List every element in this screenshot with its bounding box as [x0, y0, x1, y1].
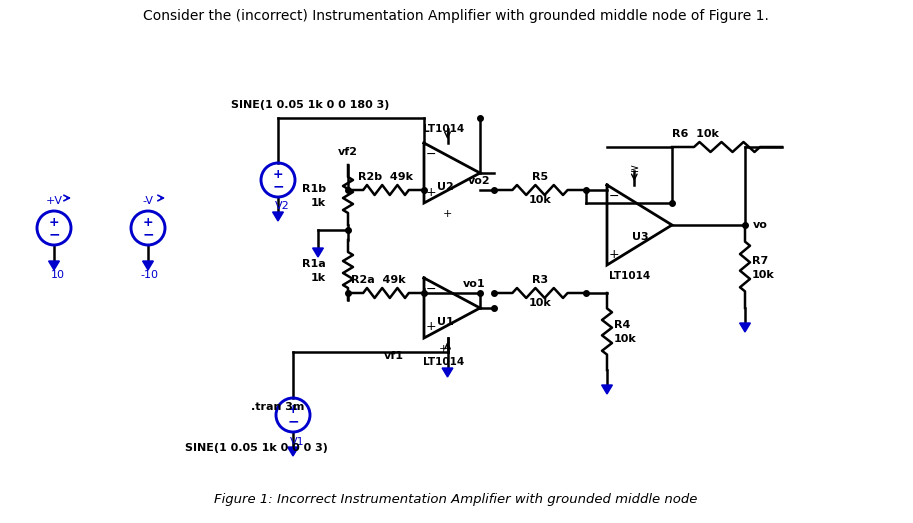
Text: vf1: vf1 — [384, 351, 404, 361]
Text: R2a  49k: R2a 49k — [351, 275, 405, 285]
Polygon shape — [312, 248, 323, 257]
Polygon shape — [142, 261, 153, 270]
Text: R7: R7 — [752, 256, 768, 266]
Polygon shape — [48, 261, 59, 270]
Text: +V: +V — [46, 196, 62, 206]
Text: −: − — [142, 228, 153, 242]
Text: U1: U1 — [436, 317, 454, 327]
Text: +: + — [609, 247, 619, 260]
Text: vo: vo — [753, 220, 768, 230]
Polygon shape — [442, 368, 453, 377]
Text: vo2: vo2 — [467, 176, 490, 186]
Text: U3: U3 — [632, 232, 648, 242]
Polygon shape — [602, 385, 613, 394]
Text: −: − — [425, 147, 436, 161]
Text: LT1014: LT1014 — [609, 271, 650, 281]
Text: Consider the (incorrect) Instrumentation Amplifier with grounded middle node of : Consider the (incorrect) Instrumentation… — [143, 9, 769, 23]
Text: 1k: 1k — [310, 273, 326, 283]
Text: −: − — [288, 415, 299, 429]
Text: +: + — [288, 403, 299, 416]
Text: +: + — [142, 215, 153, 229]
Text: 10k: 10k — [752, 269, 775, 279]
Text: 10k: 10k — [529, 298, 551, 308]
Text: LT1014: LT1014 — [423, 357, 464, 367]
Text: −: − — [425, 282, 436, 295]
Text: −: − — [272, 180, 284, 194]
Text: R5: R5 — [532, 172, 548, 182]
Text: R3: R3 — [532, 275, 548, 285]
Text: V2: V2 — [275, 201, 289, 211]
Text: SINE(1 0.05 1k 0 0 180 3): SINE(1 0.05 1k 0 0 180 3) — [231, 100, 389, 110]
Text: R1a: R1a — [302, 259, 326, 269]
Text: −: − — [48, 228, 60, 242]
Text: ≥: ≥ — [630, 164, 639, 174]
Text: vf2: vf2 — [338, 147, 358, 157]
Text: vo1: vo1 — [463, 279, 486, 289]
Text: +: + — [425, 321, 436, 334]
Text: −: − — [609, 189, 619, 202]
Text: .tran 3m: .tran 3m — [251, 402, 304, 412]
Text: R4: R4 — [614, 321, 630, 331]
Text: 10k: 10k — [614, 335, 636, 345]
Text: +: + — [425, 186, 436, 199]
Text: +: + — [48, 215, 59, 229]
Text: LT1014: LT1014 — [423, 124, 464, 134]
Text: -V: -V — [142, 196, 153, 206]
Text: 1k: 1k — [310, 198, 326, 208]
Polygon shape — [273, 212, 283, 221]
Text: V1: V1 — [289, 437, 304, 447]
Text: -10: -10 — [140, 270, 158, 280]
Text: 10k: 10k — [529, 195, 551, 205]
Text: +: + — [439, 344, 448, 354]
Text: R6  10k: R6 10k — [672, 129, 719, 139]
Text: 10: 10 — [51, 270, 65, 280]
Text: SINE(1 0.05 1k 0 0 0 3): SINE(1 0.05 1k 0 0 0 3) — [185, 443, 328, 453]
Polygon shape — [740, 323, 750, 332]
Text: +: + — [443, 209, 452, 219]
Text: U2: U2 — [436, 182, 454, 192]
Text: R1b: R1b — [302, 184, 326, 194]
Text: +: + — [273, 167, 283, 180]
Polygon shape — [288, 447, 299, 456]
Text: Figure 1: Incorrect Instrumentation Amplifier with grounded middle node: Figure 1: Incorrect Instrumentation Ampl… — [215, 494, 698, 506]
Text: R2b  49k: R2b 49k — [359, 172, 414, 182]
